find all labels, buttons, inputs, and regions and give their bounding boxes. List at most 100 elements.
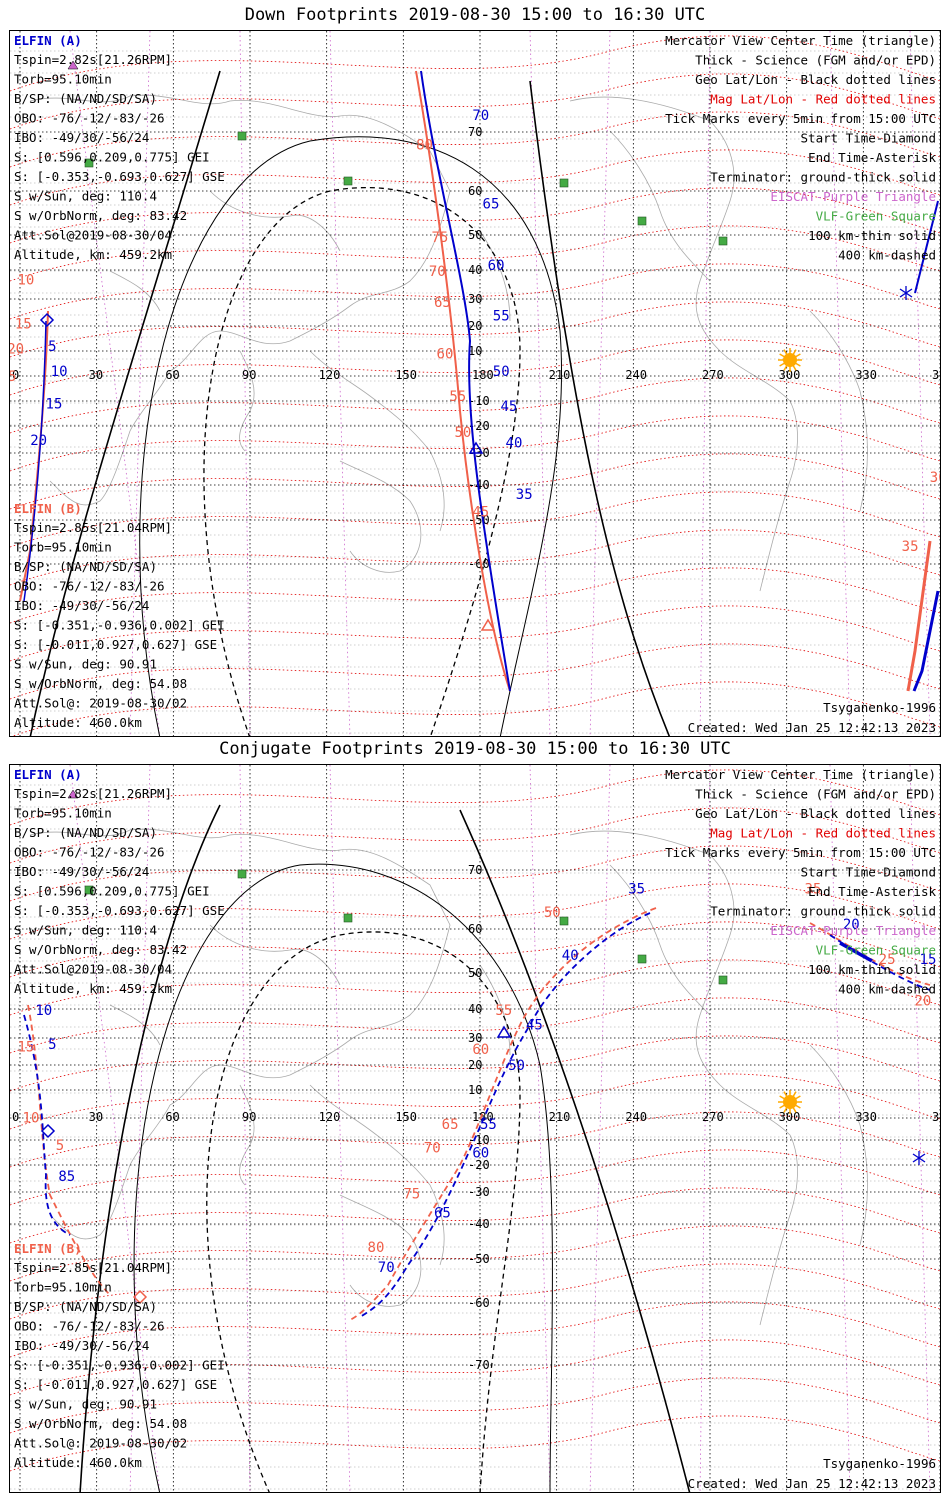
legend-line: EISCAT-Purple Triangle [770, 923, 936, 938]
geo-lat-label: 20 [468, 319, 482, 333]
legend-line: 400 km-dashed [838, 248, 936, 263]
elfin-a-line: Torb=95.10min [14, 72, 112, 87]
lon-label: 150 [395, 1110, 417, 1124]
elfin-b-line: B/SP: (NA/ND/SD/SA) [14, 559, 157, 574]
elfin-a-tick-label: 60 [472, 1146, 489, 1162]
lon-label: 360 [932, 1110, 940, 1124]
elfin-a-line: Att.Sol@2019-08-30/04 [14, 962, 172, 977]
terminator [29, 70, 671, 736]
elfin-a-info: ELFIN (A) Tspin=2.82s[21.26RPM] Torb=95.10… [14, 767, 225, 996]
conjugate-panel-title: Conjugate Footprints 2019-08-30 15:00 to… [219, 739, 731, 759]
lon-label: 60 [165, 368, 179, 382]
elfin-a-track-4 [914, 200, 939, 294]
elfin-b-tick-label: 60 [472, 1042, 489, 1058]
elfin-a-science [839, 941, 873, 963]
elfin-b-track [349, 907, 657, 1321]
elfin-b-title: ELFIN (B) [14, 501, 82, 516]
elfin-b-line: OBO: -76/-12/-83/-26 [14, 1319, 165, 1334]
geo-lat-label: -40 [468, 1217, 490, 1231]
elfin-a-line: S w/OrbNorm, deg: 83.42 [14, 942, 187, 957]
elfin-a-line: OBO: -76/-12/-83/-26 [14, 845, 165, 860]
elfin-b-line: IBO: -49/30/-56/24 [14, 598, 149, 613]
elfin-a-tick-label: 60 [488, 258, 505, 274]
lon-label: 0 [12, 368, 19, 382]
geo-lat-label: -70 [468, 1358, 490, 1372]
legend-line: Geo Lat/Lon - Black dotted lines [695, 72, 936, 87]
elfin-b-line: S: [-0.011,0.927,0.627] GSE [14, 637, 217, 652]
legend-line: Mercator View Center Time (triangle) [665, 33, 936, 48]
elfin-a-tick-label: 65 [483, 197, 500, 213]
elfin-a-tick-label: 35 [628, 882, 645, 898]
geo-lat-label: 20 [468, 1058, 482, 1072]
elfin-b-line: Torb=95.10min [14, 1280, 112, 1295]
start-diamond-b [132, 1289, 148, 1305]
legend-line: Terminator: ground-thick solid [710, 170, 936, 185]
elfin-b-tick-label: 20 [10, 342, 24, 358]
elfin-b-tick-label: 55 [495, 1003, 512, 1019]
model-name: Tsyganenko-1996 [823, 1456, 936, 1471]
elfin-a-track-3 [912, 590, 940, 692]
legend-line: 100 km-thin solid [808, 228, 936, 243]
elfin-a-tick-label: 15 [920, 952, 937, 968]
terminator [79, 804, 691, 1492]
vlf-square [343, 176, 353, 186]
center-triangle [468, 441, 484, 454]
lon-label: 30 [89, 1110, 103, 1124]
elfin-b-tick-label: 70 [424, 1141, 441, 1157]
legend-line: Start Time-Diamond [801, 865, 936, 880]
end-asterisk [912, 1151, 926, 1165]
lon-label: 300 [779, 368, 801, 382]
eiscat-triangle [67, 60, 79, 70]
elfin-b-info: ELFIN (B) Tspin=2.85s[21.04RPM] Torb=95.10… [14, 1241, 225, 1470]
elfin-a-tick-label: 10 [35, 1003, 52, 1019]
elfin-b-line: Torb=95.10min [14, 540, 112, 555]
vlf-square [718, 975, 728, 985]
geo-lat-label: 60 [468, 184, 482, 198]
lon-label: 360 [932, 368, 940, 382]
elfin-b-track-3 [809, 922, 931, 986]
elfin-b-tick-label: 50 [454, 425, 471, 441]
elfin-b-line: S: [-0.351,-0.936,0.002] GEI [14, 618, 225, 633]
elfin-b-tick-label: 65 [434, 295, 451, 311]
legend-line: Mag Lat/Lon - Red dotted lines [710, 826, 936, 841]
created-timestamp: Created: Wed Jan 25 12:42:13 2023 [688, 1476, 936, 1491]
lon-label: 180 [472, 368, 494, 382]
geo-lat-label: 40 [468, 1002, 482, 1016]
elfin-a-tick-label: 65 [434, 1206, 451, 1222]
elfin-b-line: Att.Sol@: 2019-08-30/02 [14, 696, 187, 711]
elfin-a-line: B/SP: (NA/ND/SD/SA) [14, 91, 157, 106]
legend-line: 100 km-thin solid [808, 962, 936, 977]
elfin-b-tick-label: 80 [368, 1240, 385, 1256]
elfin-a-line: S w/Sun, deg: 110.4 [14, 923, 157, 938]
elfin-b-tick-label: 65 [442, 1117, 459, 1133]
elfin-a-track-3 [829, 934, 931, 991]
geo-lat-label: -10 [468, 394, 490, 408]
created-timestamp: Created: Wed Jan 25 12:42:13 2023 [688, 720, 936, 735]
elfin-a-tick-label: 45 [500, 399, 517, 415]
eiscat-triangle [67, 789, 79, 799]
elfin-b-track [415, 70, 511, 692]
geo-lat-label: 10 [468, 344, 482, 358]
lon-label: 120 [319, 1110, 341, 1124]
elfin-b-tick-label: 15 [15, 317, 32, 333]
elfin-b-tick-label: 55 [449, 389, 466, 405]
lon-label: 240 [625, 368, 647, 382]
elfin-a-tick-label: 55 [493, 309, 510, 325]
legend-line: End Time-Asterisk [808, 150, 936, 165]
vlf-square [559, 178, 569, 188]
geo-lat-label: -20 [468, 1158, 490, 1172]
lon-label: 120 [319, 368, 341, 382]
vlf-square [559, 916, 569, 926]
elfin-b-tick-label: 20 [914, 993, 931, 1009]
elfin-b-tick-label: 10 [23, 1110, 40, 1126]
elfin-a-tick-label: 20 [843, 917, 860, 933]
elfin-b-tick-label: 35 [805, 882, 822, 898]
elfin-b-line: S w/OrbNorm, deg: 54.08 [14, 676, 187, 691]
lon-label: 240 [625, 1110, 647, 1124]
lon-label: 0 [12, 1110, 19, 1124]
lon-label: 210 [549, 1110, 571, 1124]
elfin-a-track [420, 70, 511, 692]
elfin-b-tick-label: 15 [17, 1040, 34, 1056]
legend: Mercator View Center Time (triangle) Thic… [665, 767, 936, 997]
elfin-a-line: B/SP: (NA/ND/SD/SA) [14, 825, 157, 840]
